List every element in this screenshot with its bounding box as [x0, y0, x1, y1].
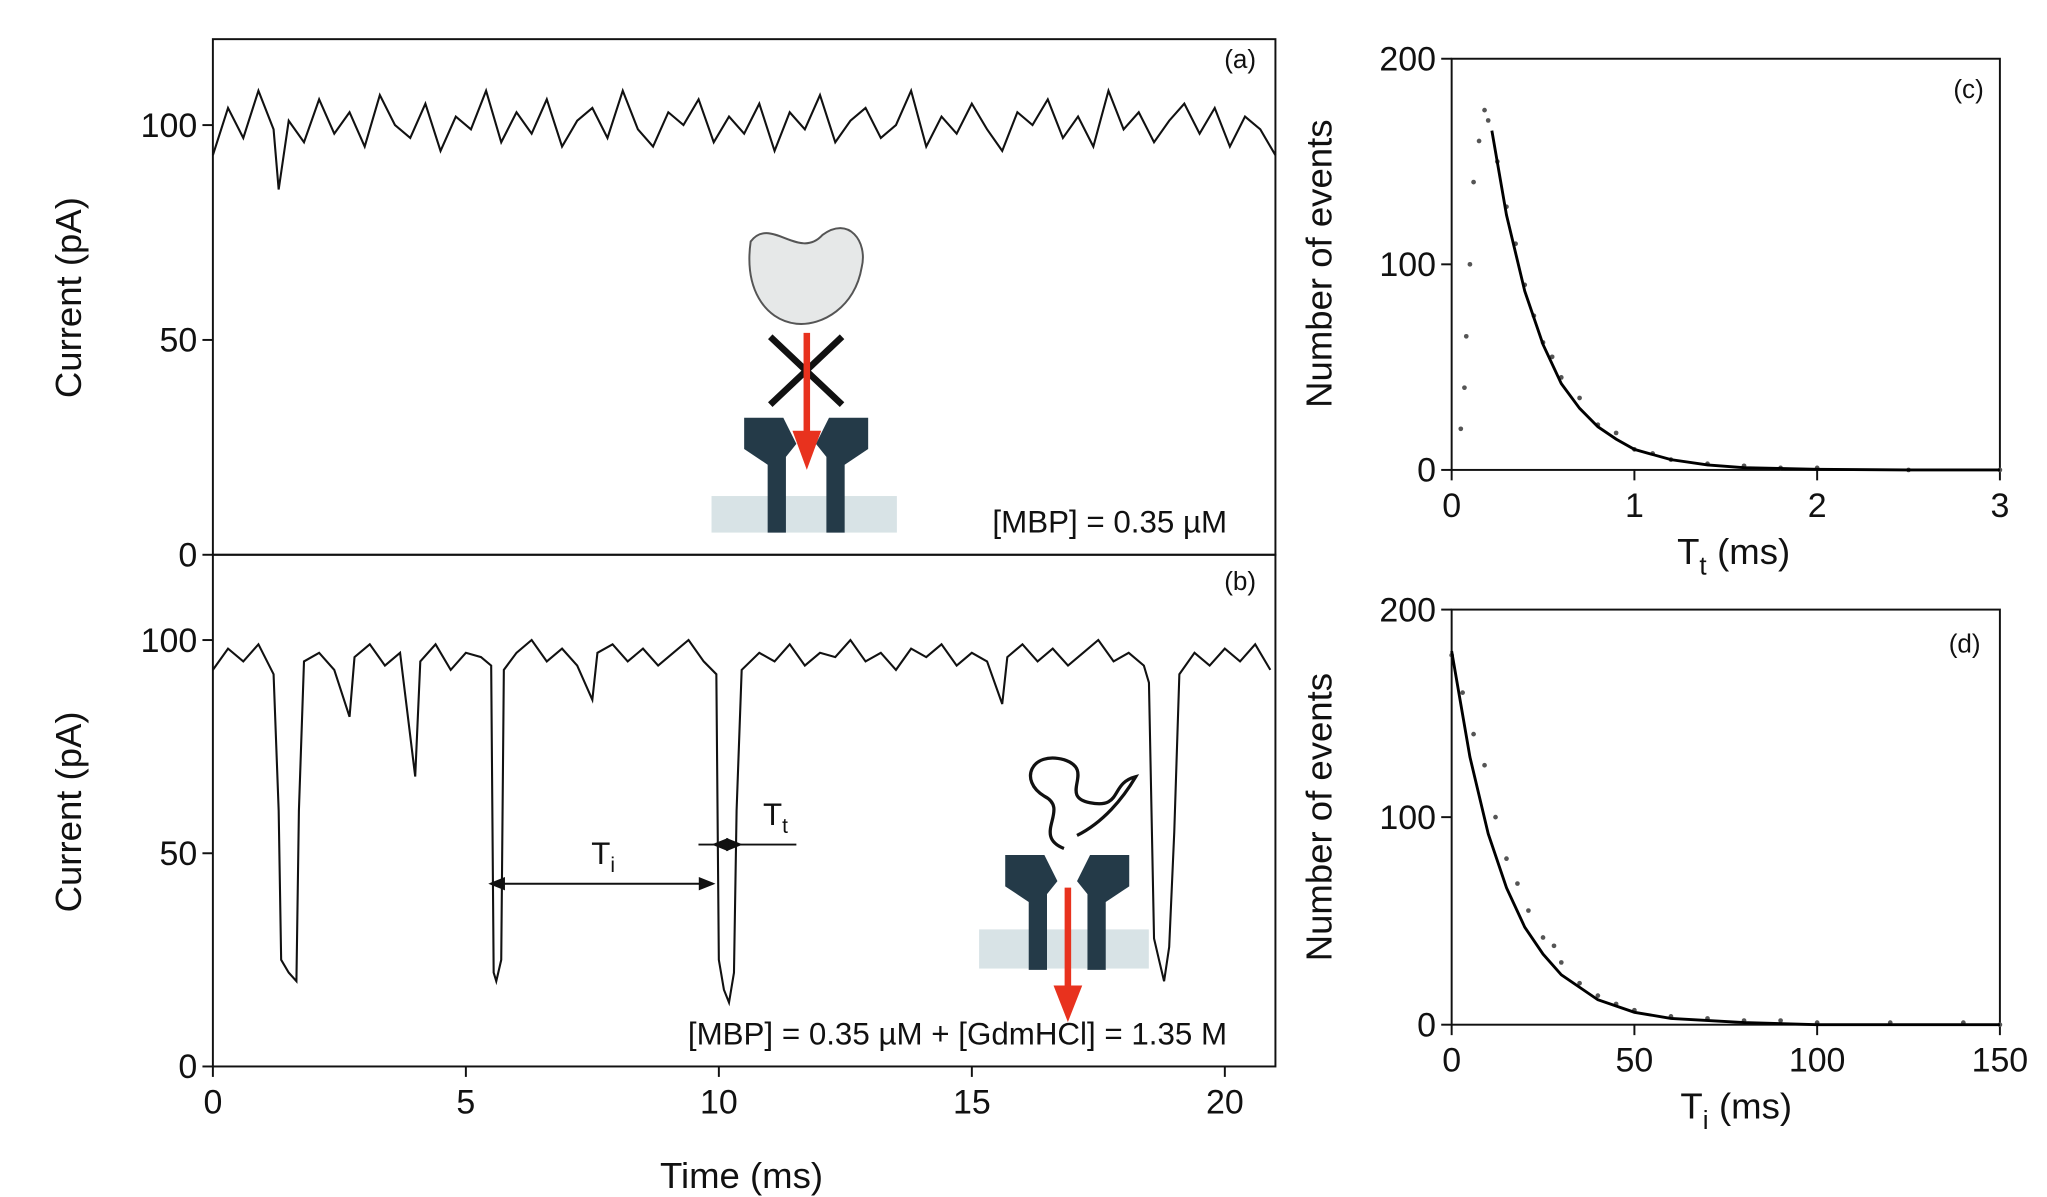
data-point: [1577, 395, 1582, 401]
dwell-label: Tt: [763, 797, 788, 838]
x-axis-label: Tt (ms): [1677, 531, 1790, 580]
y-axis-label: Current (pA): [48, 197, 89, 398]
data-point: [1471, 731, 1476, 737]
data-point: [1595, 993, 1601, 998]
panel-label: (a): [1224, 44, 1256, 74]
y-tick-label: 200: [1379, 40, 1436, 78]
current-trace: [211, 87, 1277, 190]
panel-label: (b): [1224, 566, 1256, 596]
y-tick-label: 100: [1379, 799, 1436, 837]
panel-label: (d): [1949, 629, 1981, 659]
x-tick-label: 3: [1990, 487, 2009, 525]
dwell-label: Ti: [591, 836, 615, 877]
plot-frame: [211, 38, 1277, 556]
symbol: T: [591, 836, 610, 871]
fit-line: [1490, 130, 2000, 472]
x-axis-label: Ti (ms): [1680, 1086, 1792, 1135]
symbol: T: [1680, 1086, 1702, 1127]
subscript: t: [1699, 550, 1707, 580]
x-tick-label: 0: [1442, 1042, 1461, 1080]
plot-frame: [211, 553, 1277, 1068]
data-point: [1558, 960, 1564, 965]
data-point: [1540, 935, 1546, 940]
x-tick-label: 0: [1442, 487, 1461, 525]
data-point: [1476, 138, 1482, 144]
data-point: [1462, 385, 1467, 391]
y-tick-label: 0: [178, 1048, 197, 1086]
symbol: T: [1677, 531, 1699, 572]
y-tick-label: 100: [1379, 246, 1436, 284]
fit-line: [1450, 650, 2000, 1027]
x-tick-label: 1: [1625, 487, 1644, 525]
data-point: [1467, 261, 1473, 267]
annotation: [MBP] = 0.35 µM: [992, 505, 1227, 540]
subscript: i: [1703, 1105, 1709, 1135]
data-point: [1493, 814, 1498, 820]
x-tick-label: 2: [1808, 487, 1827, 525]
x-tick-label: 15: [953, 1083, 991, 1121]
y-axis-label: Number of events: [1299, 673, 1340, 961]
data-point: [1504, 856, 1509, 862]
data-point: [1463, 333, 1469, 339]
data-point: [1482, 107, 1487, 113]
y-tick-label: 200: [1379, 591, 1436, 629]
data-point: [1458, 426, 1464, 432]
dwell-arrows: [488, 837, 797, 891]
data-point: [1551, 943, 1557, 949]
data-point: [1613, 430, 1619, 436]
y-axis-label: Number of events: [1299, 120, 1340, 408]
current-trace: [212, 638, 1272, 1007]
y-axis-label: Current (pA): [48, 711, 89, 912]
data-point: [1778, 1018, 1783, 1023]
y-tick-label: 0: [1417, 1006, 1436, 1044]
schematic-unfolded: [979, 756, 1149, 1023]
unit: (ms): [1719, 1086, 1792, 1127]
x-axis-label: Time (ms): [660, 1155, 823, 1196]
panel-label: (c): [1953, 74, 1983, 104]
data-point: [1526, 908, 1531, 913]
y-tick-label: 50: [159, 835, 197, 873]
subscript: t: [782, 815, 788, 838]
x-tick-label: 0: [203, 1083, 222, 1121]
x-tick-label: 20: [1206, 1083, 1244, 1121]
plot-frame: [1450, 57, 2001, 471]
x-tick-label: 150: [1972, 1042, 2029, 1080]
y-tick-label: 50: [159, 322, 197, 360]
symbol: T: [763, 797, 782, 832]
data-point: [1482, 762, 1487, 768]
data-point: [1577, 980, 1582, 986]
schematic-folded: [711, 227, 897, 533]
unit: (ms): [1717, 531, 1790, 572]
data-point: [1471, 179, 1476, 185]
y-tick-label: 0: [1417, 452, 1436, 490]
y-tick-label: 100: [141, 107, 198, 145]
data-point: [1485, 118, 1491, 123]
x-tick-label: 10: [700, 1083, 738, 1121]
x-tick-label: 5: [456, 1083, 475, 1121]
y-tick-label: 100: [141, 622, 198, 660]
data-point: [1460, 690, 1465, 695]
plot-frame: [1450, 608, 2001, 1026]
data-point: [1549, 354, 1555, 360]
subscript: i: [610, 854, 615, 877]
annotation: [MBP] = 0.35 µM + [GdmHCl] = 1.35 M: [688, 1016, 1227, 1051]
x-tick-label: 50: [1616, 1042, 1654, 1080]
data-point: [1515, 881, 1520, 886]
x-tick-label: 100: [1789, 1042, 1846, 1080]
y-tick-label: 0: [178, 537, 197, 575]
